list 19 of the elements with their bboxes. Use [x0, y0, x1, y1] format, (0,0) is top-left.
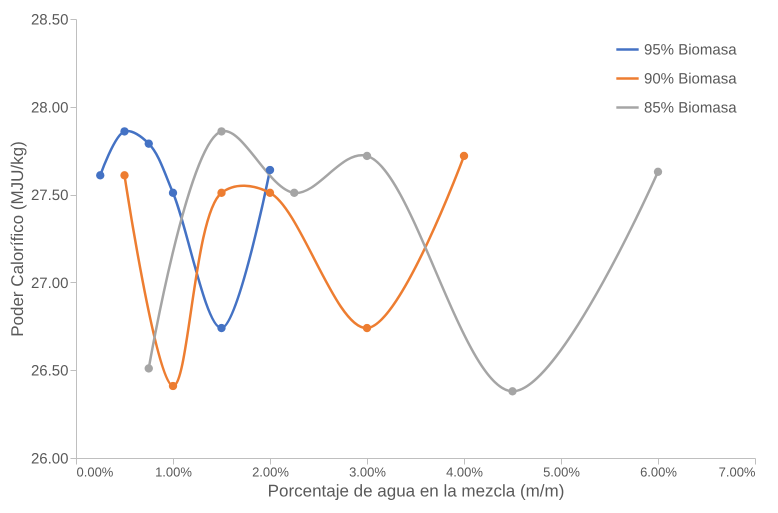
y-tick-label: 27.00 [30, 274, 68, 292]
y-tick-label: 26.50 [30, 362, 68, 380]
x-tick-label: 6.00% [640, 464, 678, 480]
x-tick-label: 5.00% [543, 464, 580, 480]
y-tick-label: 28.00 [30, 99, 68, 116]
x-tick-label: 4.00% [446, 464, 484, 480]
y-axis-title: Poder Calorífico (MJU/kg) [8, 141, 27, 337]
legend-label: 90% Biomasa [644, 70, 738, 88]
x-tick-label: 7.00% [718, 464, 756, 480]
legend-label: 95% Biomasa [644, 42, 738, 58]
y-tick-label: 26.00 [30, 450, 68, 468]
x-axis-title: Porcentaje de agua en la mezcla (m/m) [268, 482, 564, 500]
legend-label: 85% Biomasa [644, 100, 738, 116]
x-tick-label: 3.00% [349, 464, 386, 480]
x-tick-label: 1.00% [155, 464, 192, 480]
x-tick-label: 2.00% [252, 464, 290, 480]
y-tick-label: 27.50 [30, 187, 68, 204]
x-tick-label: 0.00% [76, 464, 114, 480]
y-tick-label: 28.50 [30, 12, 68, 28]
